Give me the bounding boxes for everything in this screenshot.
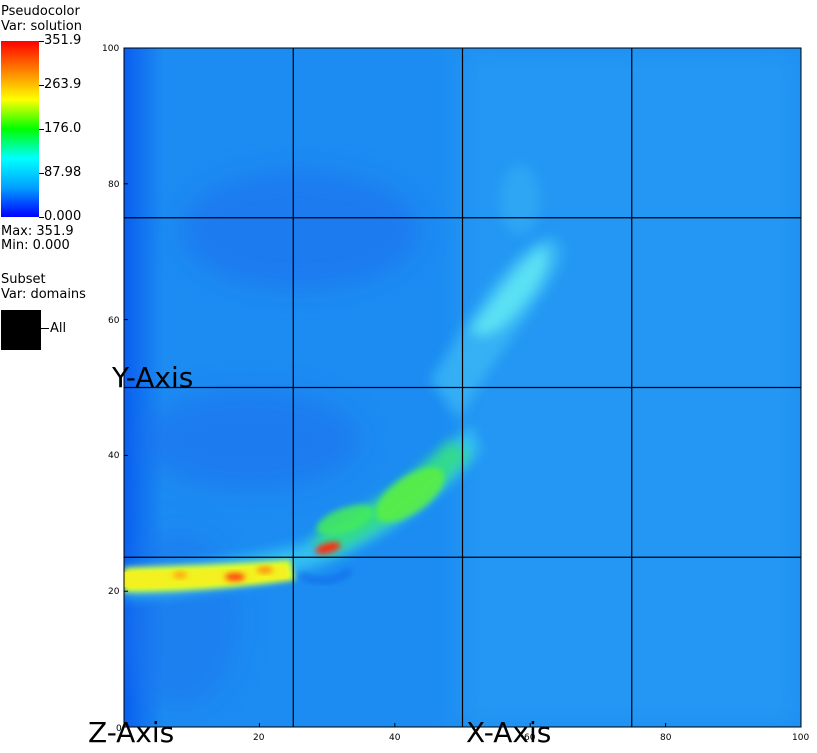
x-tick-label: 100	[792, 733, 810, 743]
field-wake-dark	[298, 567, 353, 584]
field-hotspot	[315, 542, 341, 554]
subset-variable: Var: domains	[1, 287, 86, 302]
y-tick-label: 80	[108, 180, 120, 190]
y-tick-label: 60	[108, 316, 120, 326]
field-jet-green-blob	[375, 467, 445, 523]
colorbar-tick-mark	[39, 129, 44, 130]
legend-max: Max: 351.9	[1, 224, 74, 239]
colorbar-tick-label: 351.9	[44, 33, 82, 48]
y-tick-label: 100	[102, 44, 120, 54]
field-hotspot	[173, 572, 187, 578]
subset-tick	[41, 328, 49, 329]
field-jet-green-blob	[316, 504, 374, 536]
colorbar	[1, 41, 39, 217]
colorbar-tick-label: 176.0	[44, 121, 82, 136]
y-axis-title: Y-Axis	[112, 361, 194, 394]
colorbar-tick-label: 263.9	[44, 77, 82, 92]
colorbar-tick-mark	[39, 85, 44, 86]
legend-variable: Var: solution	[1, 19, 82, 34]
colorbar-tick-mark	[39, 173, 44, 174]
x-tick-label: 60	[524, 733, 536, 743]
colorbar-tick-label: 87.98	[44, 165, 82, 180]
grid-lines	[124, 48, 801, 727]
y-tick-label: 40	[108, 451, 120, 461]
colorbar-tick-label: 0.000	[44, 209, 82, 224]
colorbar-gradient	[1, 41, 39, 217]
subset-item-label: All	[50, 321, 67, 336]
x-axis-title: X-Axis	[466, 716, 552, 749]
field-hotspot	[257, 567, 273, 573]
z-axis-title: Z-Axis	[88, 716, 175, 749]
colorbar-tick-mark	[39, 41, 44, 42]
tick-marks	[124, 47, 802, 727]
field-hotspot	[225, 573, 245, 581]
x-tick-label: 40	[389, 733, 401, 743]
field-dark-patch	[140, 390, 360, 490]
x-tick-label: 80	[660, 733, 672, 743]
plot-frame	[123, 47, 802, 728]
x-tick-label: 20	[253, 733, 265, 743]
field-plume-cyan	[470, 245, 549, 336]
subset-title: Subset	[1, 272, 46, 287]
legend-min: Min: 0.000	[1, 238, 70, 253]
origin-label: 0	[116, 724, 122, 734]
field-jet-core-inner	[124, 565, 288, 587]
y-tick-label: 20	[108, 587, 120, 597]
subset-swatch	[1, 310, 41, 350]
field-plume-band	[500, 165, 540, 235]
colorbar-tick-mark	[39, 217, 44, 218]
field-dark-patch	[180, 170, 420, 290]
legend-plot-type: Pseudocolor	[1, 4, 80, 19]
